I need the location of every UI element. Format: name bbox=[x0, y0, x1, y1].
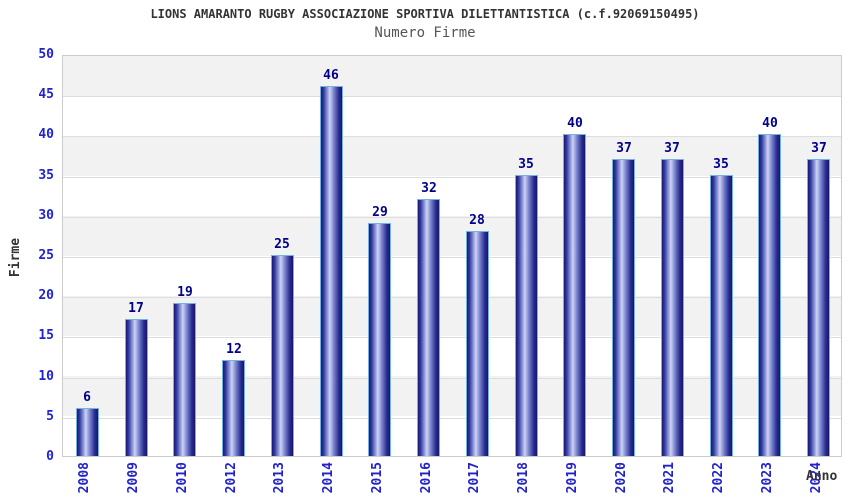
bar-2010[interactable] bbox=[173, 303, 196, 456]
bar-value-label: 17 bbox=[128, 301, 144, 316]
x-tick-label: 2014 bbox=[321, 462, 336, 494]
bar-2008[interactable] bbox=[76, 408, 99, 456]
bar-value-label: 32 bbox=[421, 181, 437, 196]
bar-value-label: 37 bbox=[664, 141, 680, 156]
bar-2018[interactable] bbox=[515, 175, 538, 456]
bar-2012[interactable] bbox=[222, 360, 245, 456]
y-tick-label: 45 bbox=[38, 87, 54, 102]
bar-value-label: 40 bbox=[567, 116, 583, 131]
y-tick-label: 25 bbox=[38, 248, 54, 263]
bar-value-label: 12 bbox=[226, 342, 242, 357]
gridline bbox=[63, 257, 841, 258]
y-tick-label: 5 bbox=[46, 409, 54, 424]
bar-2024[interactable] bbox=[807, 159, 830, 456]
y-tick-label: 15 bbox=[38, 328, 54, 343]
bar-2022[interactable] bbox=[710, 175, 733, 456]
bar-value-label: 40 bbox=[762, 116, 778, 131]
bar-2013[interactable] bbox=[271, 255, 294, 456]
y-tick-label: 10 bbox=[38, 369, 54, 384]
y-tick-label: 40 bbox=[38, 127, 54, 142]
gridline bbox=[63, 297, 841, 299]
y-tick-label: 0 bbox=[46, 449, 54, 464]
bar-value-label: 35 bbox=[713, 157, 729, 172]
x-axis-ticks: 2008 2009 2010 2012 2013 2014 2015 2016 2017 2018… bbox=[62, 458, 842, 500]
bar-2016[interactable] bbox=[417, 199, 440, 456]
bar-2023[interactable] bbox=[758, 134, 781, 456]
x-tick-label: 2015 bbox=[370, 462, 385, 494]
bar-value-label: 37 bbox=[811, 141, 827, 156]
bar-value-label: 37 bbox=[616, 141, 632, 156]
x-tick-label: 2020 bbox=[614, 462, 629, 494]
x-tick-label: 2016 bbox=[419, 462, 434, 494]
x-axis-label: Anno bbox=[806, 469, 838, 484]
bar-2017[interactable] bbox=[466, 231, 489, 456]
x-tick-label: 2021 bbox=[662, 462, 677, 494]
gridline bbox=[63, 377, 841, 379]
gridline bbox=[63, 176, 841, 178]
bar-2014[interactable] bbox=[320, 86, 343, 456]
x-tick-label: 2013 bbox=[272, 462, 287, 494]
bar-value-label: 35 bbox=[518, 157, 534, 172]
gridline bbox=[63, 136, 841, 138]
bar-value-label: 19 bbox=[177, 285, 193, 300]
y-tick-label: 20 bbox=[38, 288, 54, 303]
bar-2019[interactable] bbox=[563, 134, 586, 456]
bar-2020[interactable] bbox=[612, 159, 635, 456]
y-tick-label: 35 bbox=[38, 168, 54, 183]
bar-value-label: 29 bbox=[372, 205, 388, 220]
gridline bbox=[63, 337, 841, 339]
y-tick-label: 30 bbox=[38, 208, 54, 223]
x-tick-label: 2019 bbox=[565, 462, 580, 494]
chart-title: LIONS AMARANTO RUGBY ASSOCIAZIONE SPORTI… bbox=[150, 7, 700, 21]
x-tick-label: 2012 bbox=[224, 462, 239, 494]
chart-subtitle: Numero Firme bbox=[374, 25, 476, 41]
bar-2009[interactable] bbox=[125, 319, 148, 456]
plot-area: 6 17 19 12 25 46 29 32 28 35 40 37 37 35 40 37 bbox=[62, 55, 842, 457]
x-tick-label: 2009 bbox=[126, 462, 141, 494]
x-tick-label: 2018 bbox=[516, 462, 531, 494]
bar-value-label: 28 bbox=[469, 213, 485, 228]
bar-value-label: 46 bbox=[323, 68, 339, 83]
x-tick-label: 2010 bbox=[175, 462, 190, 494]
x-tick-label: 2023 bbox=[760, 462, 775, 494]
y-tick-label: 50 bbox=[38, 47, 54, 62]
x-tick-label: 2017 bbox=[467, 462, 482, 494]
x-tick-label: 2008 bbox=[77, 462, 92, 494]
gridline bbox=[63, 96, 841, 98]
bar-value-label: 6 bbox=[83, 390, 91, 405]
bar-value-label: 25 bbox=[274, 237, 290, 252]
bar-2021[interactable] bbox=[661, 159, 684, 456]
gridline bbox=[63, 417, 841, 419]
gridline bbox=[63, 216, 841, 218]
bar-2015[interactable] bbox=[368, 223, 391, 456]
x-tick-label: 2022 bbox=[711, 462, 726, 494]
